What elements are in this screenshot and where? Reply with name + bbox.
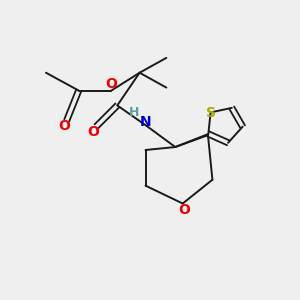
Text: H: H xyxy=(128,106,139,119)
Text: O: O xyxy=(178,203,190,217)
Text: S: S xyxy=(206,106,216,120)
Text: O: O xyxy=(58,118,70,133)
Text: O: O xyxy=(105,77,117,91)
Text: N: N xyxy=(140,115,152,129)
Text: O: O xyxy=(88,125,100,139)
